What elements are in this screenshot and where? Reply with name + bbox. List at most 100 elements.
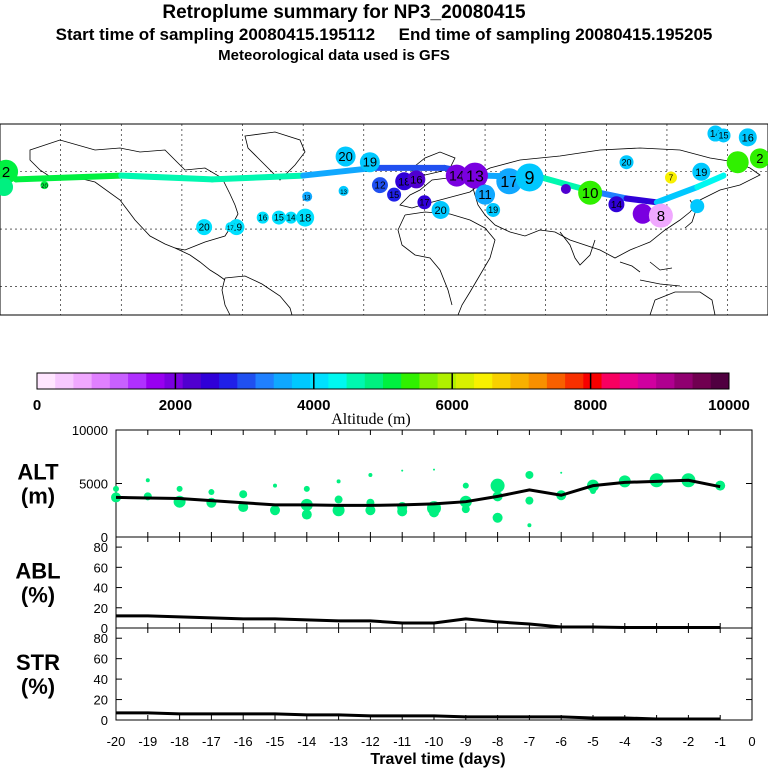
x-tick-label: -12 (361, 734, 380, 749)
trajectory-segment (118, 172, 216, 183)
x-axis-label: Travel time (days) (370, 751, 505, 768)
plume-cluster-marker (486, 202, 501, 217)
plume-cluster-marker (387, 187, 402, 202)
altitude-point (525, 470, 534, 479)
colorbar-axis-label: Altitude (m) (331, 411, 411, 428)
x-tick-label: -9 (460, 734, 472, 749)
colorbar-cell (492, 373, 511, 389)
plume-cluster-day-label: 10 (582, 185, 599, 202)
altitude-point (301, 509, 312, 520)
plume-cluster-day-label: 20 (622, 157, 632, 167)
panel-y-label: ABL (15, 559, 60, 584)
plume-cluster-day-label: 18 (398, 176, 410, 188)
colorbar-cell (455, 373, 475, 389)
x-tick-label: -17 (202, 734, 221, 749)
altitude-point (490, 478, 505, 493)
colorbar-cell (656, 373, 675, 389)
altitude-point (176, 485, 183, 492)
plume-cluster-marker (407, 170, 426, 189)
panel-y-label: (m) (21, 484, 55, 509)
plume-cluster-marker (431, 200, 450, 219)
colorbar-cell (310, 373, 329, 389)
plume-cluster-marker (359, 152, 380, 173)
colorbar-cell (128, 373, 147, 389)
plume-cluster-day-label: 7 (669, 173, 674, 182)
plume-cluster-day-label: 14 (710, 129, 722, 140)
x-tick-label: -20 (107, 734, 126, 749)
altitude-point (270, 505, 280, 516)
colorbar-cell (219, 373, 238, 389)
altitude-panel: 0 5000 10000 ALT(m) (17, 423, 753, 545)
plume-cluster-day-label: 15 (274, 213, 284, 223)
colorbar-cell (328, 373, 348, 389)
colorbar-tick-label: 10000 (708, 397, 750, 414)
plume-cluster-day-label: 20 (338, 149, 352, 164)
x-tick-label: -4 (619, 734, 631, 749)
altitude-point (527, 523, 532, 528)
y-tick-label: 10000 (72, 423, 108, 438)
plume-cluster-marker (560, 183, 571, 194)
plume-cluster-marker (692, 162, 711, 181)
altitude-point (273, 483, 277, 488)
x-tick-label: -10 (425, 734, 444, 749)
plume-cluster-day-label: 15 (389, 190, 399, 200)
sampling-times: Start time of sampling 20080415.195112 E… (55, 25, 713, 44)
plume-cluster-marker (716, 128, 731, 143)
plume-cluster-marker (461, 162, 488, 189)
plume-cluster-marker (515, 163, 544, 192)
fraction-line (116, 614, 721, 629)
plume-cluster-marker (296, 208, 315, 227)
x-tick-label: -3 (651, 734, 663, 749)
colorbar-cell (91, 373, 111, 389)
panel-y-label: STR (16, 650, 60, 675)
colorbar-cell (419, 373, 439, 389)
colorbar-cell (364, 373, 384, 389)
plume-cluster-day-label: 15 (719, 131, 729, 141)
altitude-point (113, 485, 119, 492)
colorbar-cell (583, 373, 603, 389)
plume-cluster-marker (40, 181, 49, 190)
plume-cluster-day-label: 16 (742, 132, 754, 144)
plume-cluster-marker (0, 178, 14, 197)
colorbar-cell (182, 373, 202, 389)
plume-cluster-marker (664, 171, 677, 184)
plume-cluster-day-label: 17 (419, 197, 429, 207)
plume-cluster-marker (338, 185, 349, 196)
y-tick-label: 0 (101, 713, 108, 728)
y-tick-label: 0 (101, 621, 108, 636)
x-tick-label: -6 (555, 734, 567, 749)
colorbar-cell (146, 373, 165, 389)
colorbar-cell (401, 373, 420, 389)
plume-cluster-marker (256, 211, 269, 224)
plume-cluster-marker (475, 184, 496, 205)
x-tick-label: -15 (266, 734, 285, 749)
trajectory-segment (300, 164, 377, 179)
plume-cluster-day-label: 14 (611, 200, 623, 211)
trajectory-segment (209, 172, 307, 183)
x-tick-label: -18 (170, 734, 189, 749)
y-tick-label: 0 (101, 530, 108, 545)
colorbar-cell (291, 373, 311, 389)
stratosphere-panel: 0 20 40 60 80 STR(%) (16, 627, 753, 728)
y-tick-label: 40 (94, 672, 108, 687)
x-tick-label: -14 (297, 734, 316, 749)
y-tick-label: 20 (94, 601, 108, 616)
plume-cluster-marker (225, 222, 236, 233)
altitude-point (303, 485, 310, 492)
altitude-point (401, 469, 404, 472)
panel-frame (115, 627, 753, 721)
plume-cluster-day-label: 14 (449, 168, 465, 184)
y-tick-label: 80 (94, 540, 108, 555)
plume-cluster-marker (196, 219, 213, 236)
altitude-point (461, 505, 470, 514)
colorbar-cell (692, 373, 712, 389)
altitude-point (239, 490, 248, 499)
chart-title: Retroplume summary for NP3_20080415 (162, 2, 526, 23)
plume-cluster-day-label: 20 (41, 184, 48, 190)
plume-cluster-marker (726, 151, 749, 174)
x-tick-label: -13 (329, 734, 348, 749)
plume-cluster-day-label: 18 (299, 213, 311, 225)
trajectory-segment (623, 195, 660, 206)
trajectory-segment (653, 184, 701, 206)
y-tick-label: 60 (94, 652, 108, 667)
